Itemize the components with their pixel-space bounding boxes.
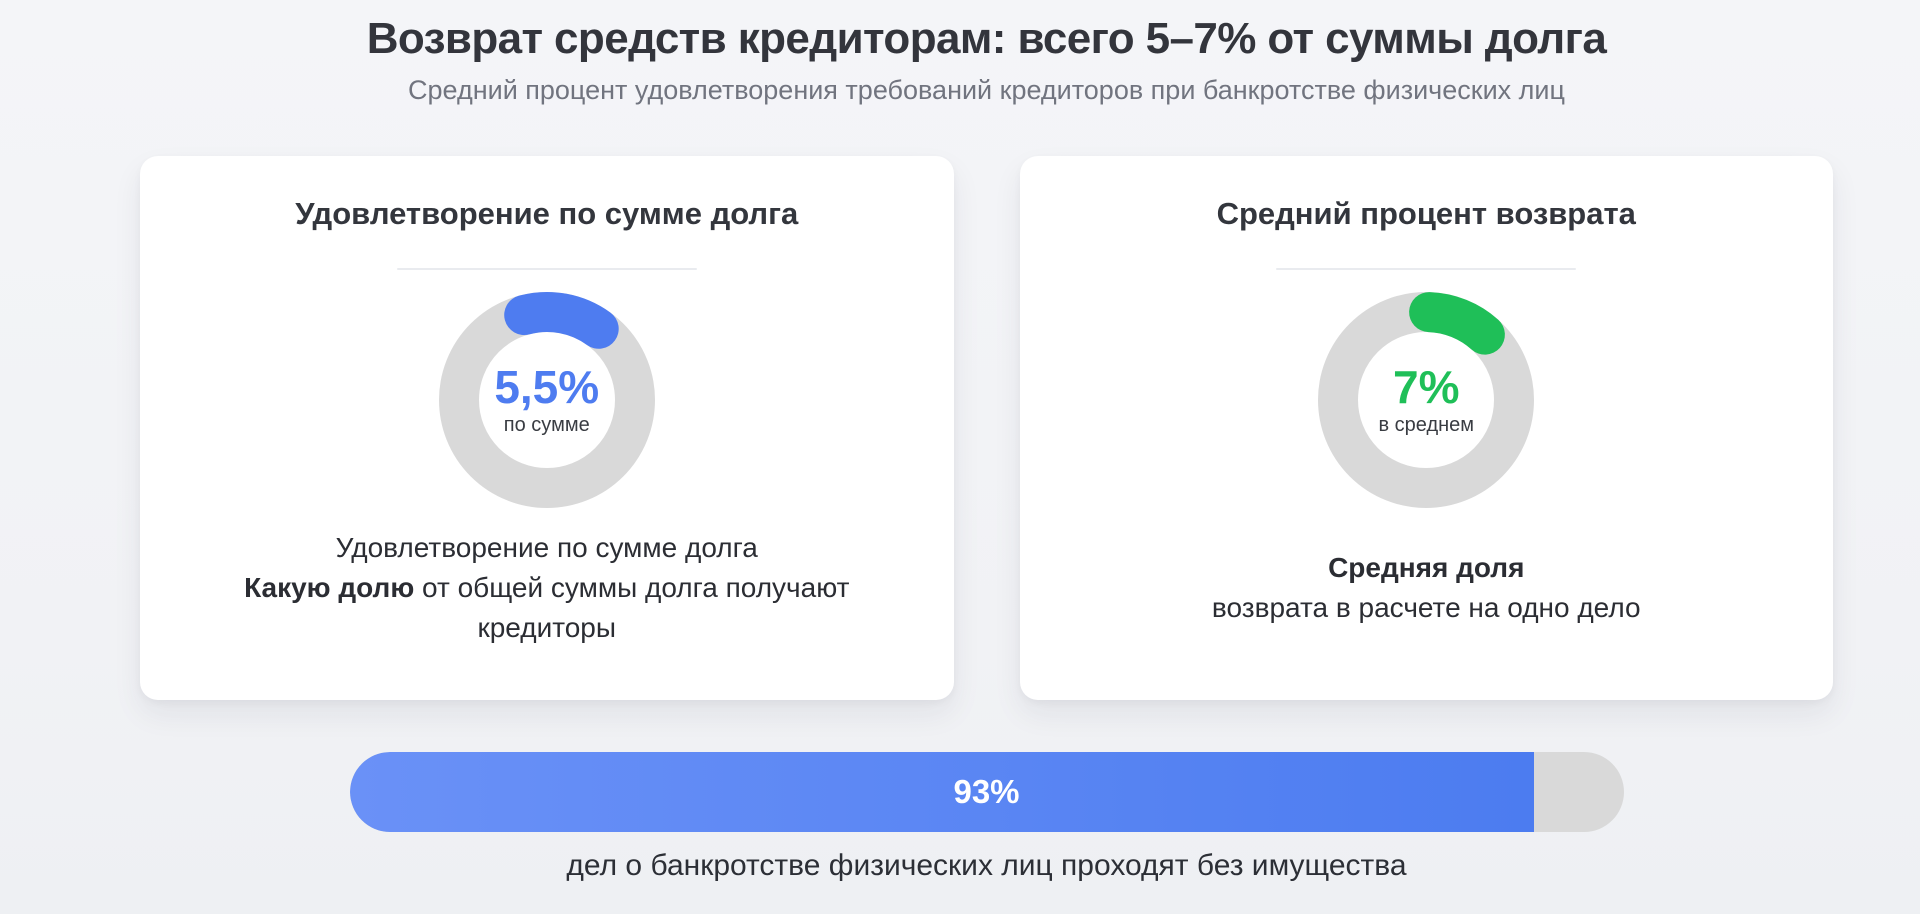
donut-chart-debt-sum: 5,5% по сумме [437,290,657,510]
card-title: Средний процент возврата [1216,196,1636,231]
divider [1276,268,1577,270]
donut-arc [503,292,619,349]
donut-value: 5,5% [494,360,600,413]
donut-value: 7% [1393,360,1460,413]
donut-caption: в среднем [1378,414,1475,437]
progress-bar-fill [349,752,1535,832]
progress-section: 93% дел о банкротстве физических лиц про… [140,752,1833,883]
page-subtitle: Средний процент удовлетворения требовани… [408,75,1565,105]
page-title: Возврат средств кредиторам: всего 5–7% о… [366,14,1607,63]
donut-svg [1318,292,1535,508]
progress-caption: дел о банкротстве физических лиц проходя… [566,849,1407,882]
divider [396,268,697,270]
cards-row: Удовлетворение по сумме долга 5,5% по су… [140,156,1833,700]
card-debt-sum-satisfaction: Удовлетворение по сумме долга 5,5% по су… [140,156,954,700]
card-description: Удовлетворение по сумме долга Какую долю … [244,532,850,643]
card-title: Удовлетворение по сумме долга [295,196,799,231]
donut-svg [438,292,655,508]
donut-arc [1409,292,1506,355]
donut-chart-average-return: 7% в среднем [1316,290,1536,510]
card-description: Средняя доля возврата в расчете на одно д… [1211,552,1641,623]
infographic-section: Возврат средств кредиторам: всего 5–7% о… [140,0,1833,883]
donut-center: 5,5% по сумме [437,290,657,510]
donut-caption: по сумме [503,414,590,437]
progress-value-label: 93% [953,773,1020,810]
progress-bar-track: 93% [349,752,1624,832]
card-average-return: Средний процент возврата 7% в среднем Ср… [1019,156,1833,700]
donut-center: 7% в среднем [1316,290,1536,510]
